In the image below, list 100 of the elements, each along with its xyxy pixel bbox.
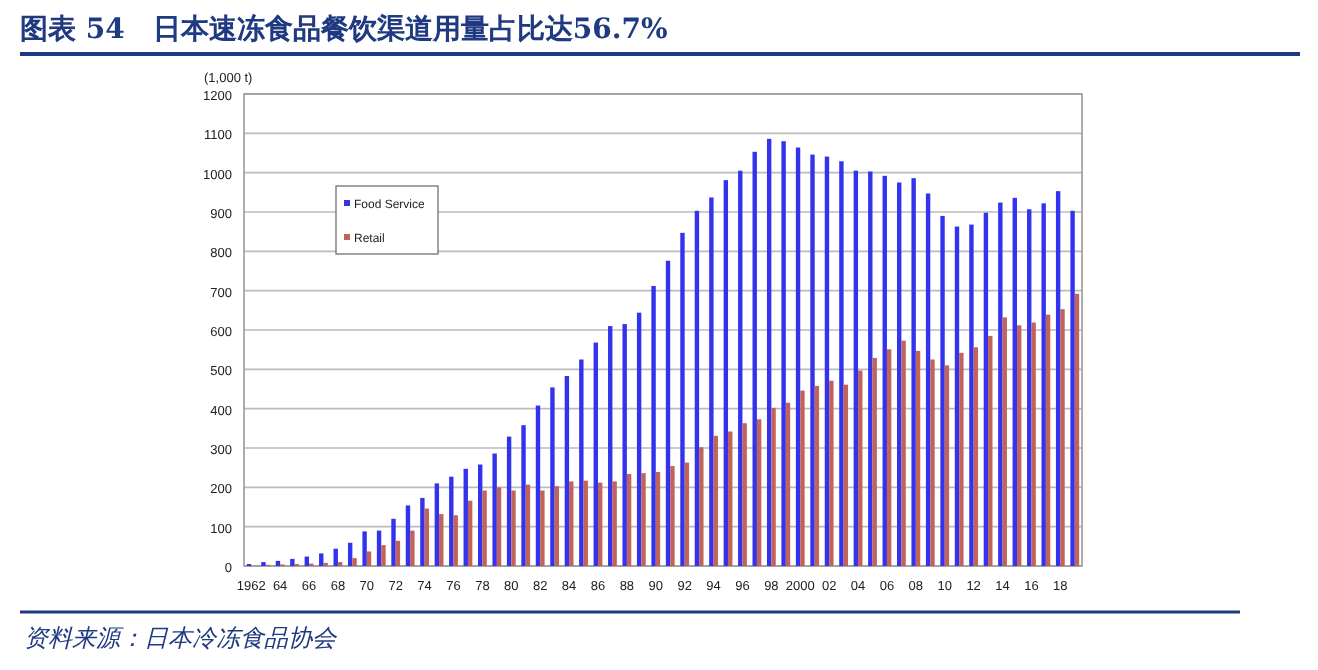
bar (940, 215, 945, 566)
bar (506, 436, 512, 566)
bar (897, 182, 902, 566)
bar (521, 425, 526, 566)
bar (872, 357, 877, 566)
bar (492, 453, 497, 566)
bar (1016, 325, 1022, 566)
bar (540, 490, 545, 566)
bar (391, 518, 396, 566)
bar (319, 553, 324, 566)
bar (911, 178, 916, 566)
bar (781, 141, 786, 566)
bar (930, 359, 935, 566)
bar (810, 154, 815, 566)
bar (843, 384, 848, 566)
bar (511, 490, 516, 566)
bar (771, 407, 776, 566)
chart-title: 图表 54 日本速冻食品餐饮渠道用量占比达56.7% (20, 12, 668, 46)
bar (1031, 322, 1036, 566)
bar (886, 349, 892, 566)
bar (347, 542, 353, 566)
bar (424, 508, 429, 566)
bar (680, 232, 685, 566)
bar (478, 464, 483, 566)
bar (362, 531, 367, 566)
bar (742, 423, 747, 566)
bar (756, 419, 762, 566)
bar (1041, 203, 1046, 566)
bar (636, 312, 642, 566)
bar (944, 365, 950, 566)
bar (670, 466, 675, 566)
bar (641, 473, 646, 566)
bar (665, 260, 671, 566)
bar (684, 462, 690, 566)
bar (554, 486, 560, 566)
bar (998, 202, 1003, 566)
bar (612, 481, 617, 566)
bar (853, 170, 859, 566)
bar (901, 340, 906, 566)
bar (973, 347, 979, 566)
bar (1074, 293, 1080, 566)
text: 资料来源：日本冷冻食品协会 (24, 624, 338, 652)
bar (925, 193, 931, 566)
bar (969, 224, 974, 566)
bar (352, 558, 357, 566)
bar (467, 500, 473, 566)
bar (420, 497, 425, 566)
bar (569, 481, 574, 566)
bar (800, 390, 805, 566)
bar (275, 560, 281, 566)
bar (453, 515, 458, 566)
bar (579, 359, 584, 566)
bar (626, 473, 632, 566)
bar (752, 151, 757, 566)
bar (1045, 314, 1051, 566)
bar (535, 405, 541, 566)
bar (463, 468, 468, 566)
bar (1055, 191, 1061, 566)
bar (564, 376, 570, 566)
bar (983, 212, 989, 566)
bar (868, 171, 873, 566)
bar (405, 505, 411, 566)
bar (829, 380, 834, 566)
bar (1027, 209, 1032, 566)
bar (858, 370, 863, 566)
bar (738, 170, 743, 566)
bar (434, 483, 440, 566)
bar (1002, 317, 1007, 566)
bar (381, 545, 386, 566)
bar (449, 476, 454, 566)
bar (723, 180, 729, 566)
bar (699, 447, 704, 566)
bar (814, 385, 820, 566)
bar (959, 352, 964, 566)
bar (622, 324, 627, 566)
bar (728, 431, 733, 566)
bar (988, 335, 993, 566)
bar (608, 326, 613, 566)
bar (376, 530, 382, 566)
bar (1060, 309, 1065, 566)
bar (655, 471, 661, 566)
bar (525, 484, 531, 566)
bar (583, 480, 588, 566)
bar (766, 138, 772, 566)
bar (713, 435, 718, 566)
bar (366, 551, 372, 566)
bar (597, 482, 603, 566)
bar (395, 540, 401, 566)
bar (290, 558, 295, 566)
bar (709, 197, 714, 566)
bar (593, 342, 598, 566)
bar (954, 226, 960, 566)
bar (439, 514, 444, 566)
bar (839, 161, 844, 566)
bar (550, 387, 555, 566)
bar (882, 175, 887, 566)
bar (1012, 197, 1017, 566)
bar (496, 487, 502, 566)
bar (785, 402, 791, 566)
bar (410, 530, 415, 566)
